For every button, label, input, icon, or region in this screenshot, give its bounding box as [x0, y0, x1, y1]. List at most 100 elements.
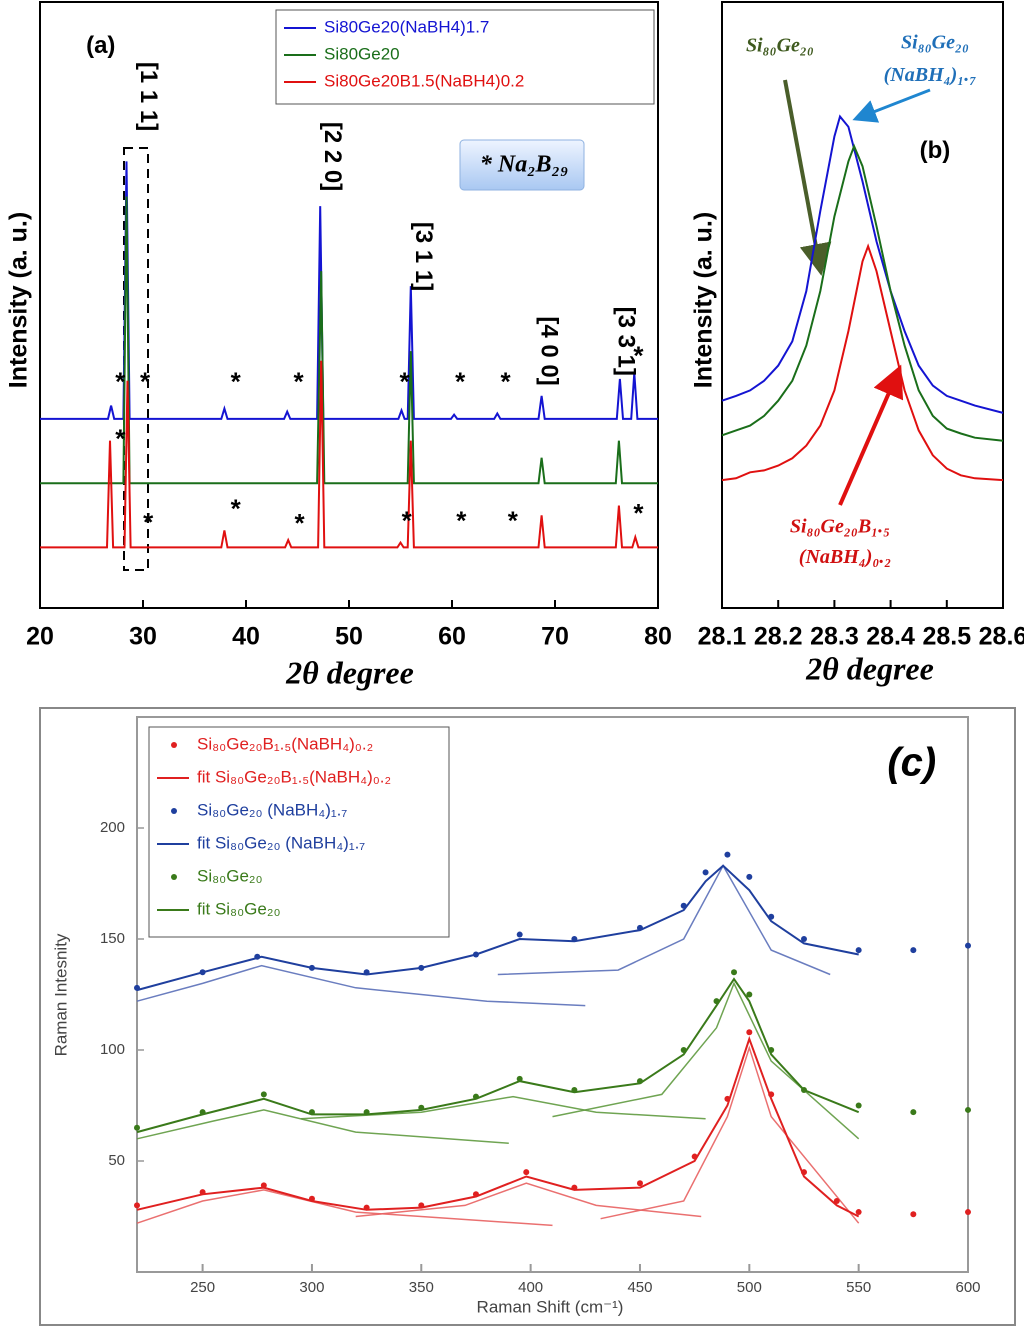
data-point: [910, 947, 917, 954]
legend-marker: [171, 742, 177, 748]
data-point: [746, 873, 753, 880]
data-point: [702, 869, 709, 876]
x-axis-title: 2θ degree: [285, 654, 414, 690]
data-point: [731, 969, 738, 976]
annotation: (NaBH₄)₀.₂: [799, 546, 892, 568]
annotation: *: [633, 498, 644, 528]
x-tick-label: 28.6: [979, 623, 1024, 651]
annotation: *: [143, 507, 154, 537]
data-point: [516, 931, 523, 938]
x-tick-label: 30: [129, 623, 157, 651]
component-line: [136, 1109, 509, 1144]
arrow: [783, 79, 832, 276]
annotation-box: [459, 139, 585, 191]
annotation: *: [400, 367, 411, 397]
y-tick-label: 200: [100, 819, 125, 836]
data-point: [516, 1075, 523, 1082]
annotation: *: [455, 367, 466, 397]
x-tick-label: 50: [335, 623, 363, 651]
y-axis-title: Raman Intesnity: [51, 933, 70, 1056]
legend-label: fit Si₈₀Ge₂₀: [197, 899, 281, 918]
legend-label: Si₈₀Ge₂₀ (NaBH₄)₁.₇: [197, 800, 347, 819]
annotation: *: [402, 505, 413, 535]
annotation: Si₈₀Ge₂₀: [746, 34, 814, 56]
data-point: [134, 1202, 140, 1209]
annotation: *: [231, 493, 242, 523]
plot-frame: [136, 716, 969, 1273]
panel-border: [39, 707, 1016, 1326]
data-point: [260, 1091, 267, 1098]
plot-frame: [721, 1, 1004, 609]
y-axis-title: Intensity (a. u.): [5, 212, 33, 388]
x-tick-label: 600: [955, 1279, 980, 1296]
annotation: [4 0 0]: [535, 316, 562, 385]
x-tick-label: 450: [627, 1279, 652, 1296]
x-tick-label: 300: [299, 1279, 324, 1296]
x-tick-label: 28.2: [754, 623, 803, 651]
x-tick-label: 70: [541, 623, 569, 651]
annotation: (a): [86, 32, 115, 59]
data-point: [855, 1102, 862, 1109]
data-point: [746, 991, 753, 998]
data-point: [800, 936, 807, 942]
series-line: [40, 196, 658, 485]
data-point: [523, 1169, 530, 1176]
annotation: (c): [887, 741, 936, 785]
component-line: [136, 1189, 553, 1227]
x-tick-label: 400: [518, 1279, 543, 1296]
arrow: [838, 364, 904, 506]
legend-label: Si₈₀Ge₂₀: [197, 866, 263, 885]
annotation: * Na₂B₂₉: [480, 152, 568, 178]
legend-box: [275, 9, 655, 105]
data-point: [965, 1106, 971, 1113]
series-line: [136, 1035, 860, 1218]
data-point: [746, 1029, 753, 1036]
data-point: [855, 1209, 862, 1216]
annotation: *: [294, 508, 305, 538]
data-point: [910, 1109, 917, 1116]
y-tick-label: 50: [108, 1152, 125, 1169]
annotation: Si₈₀Ge₂₀: [901, 31, 969, 53]
annotation: *: [500, 367, 511, 397]
legend-label: Si80Ge20B1.5(NaBH4)0.2: [324, 71, 524, 90]
x-tick-label: 350: [409, 1279, 434, 1296]
legend-label: Si80Ge20(NaBH4)1.7: [324, 17, 489, 36]
annotation: *: [231, 367, 242, 397]
x-axis-title: Raman Shift (cm⁻¹): [477, 1297, 624, 1316]
component-line: [552, 981, 860, 1140]
series-line: [721, 143, 1004, 442]
annotation: *: [508, 505, 519, 535]
annotation: *: [456, 505, 467, 535]
y-tick-label: 100: [100, 1041, 125, 1058]
annotation: [3 3 1]: [613, 307, 640, 376]
annotation: *: [115, 367, 126, 397]
annotation: Si₈₀Ge₂₀B₁.₅: [790, 516, 890, 538]
data-point: [134, 1124, 140, 1131]
annotation: *: [140, 367, 151, 397]
series-line: [721, 114, 1004, 414]
component-line: [300, 1095, 706, 1120]
arrow: [852, 88, 931, 123]
x-tick-label: 40: [232, 623, 260, 651]
component-line: [136, 964, 586, 1007]
series-line: [136, 864, 859, 992]
component-line: [600, 1045, 860, 1224]
component-line: [497, 864, 831, 976]
x-tick-label: 60: [438, 623, 466, 651]
series-line: [721, 243, 1004, 482]
data-point: [724, 851, 731, 858]
data-point: [965, 1209, 971, 1216]
series-line: [40, 360, 658, 549]
data-point: [910, 1211, 917, 1218]
legend-label: Si₈₀Ge₂₀B₁.₅(NaBH₄)₀.₂: [197, 734, 373, 753]
x-tick-label: 28.1: [698, 623, 747, 651]
component-line: [355, 1182, 702, 1218]
x-tick-label: 28.4: [866, 623, 915, 651]
annotation: (b): [920, 137, 951, 164]
series-line: [136, 977, 860, 1134]
series-line: [40, 161, 658, 420]
annotation: [2 2 0]: [319, 122, 346, 191]
x-tick-label: 550: [846, 1279, 871, 1296]
x-tick-label: 28.5: [922, 623, 971, 651]
